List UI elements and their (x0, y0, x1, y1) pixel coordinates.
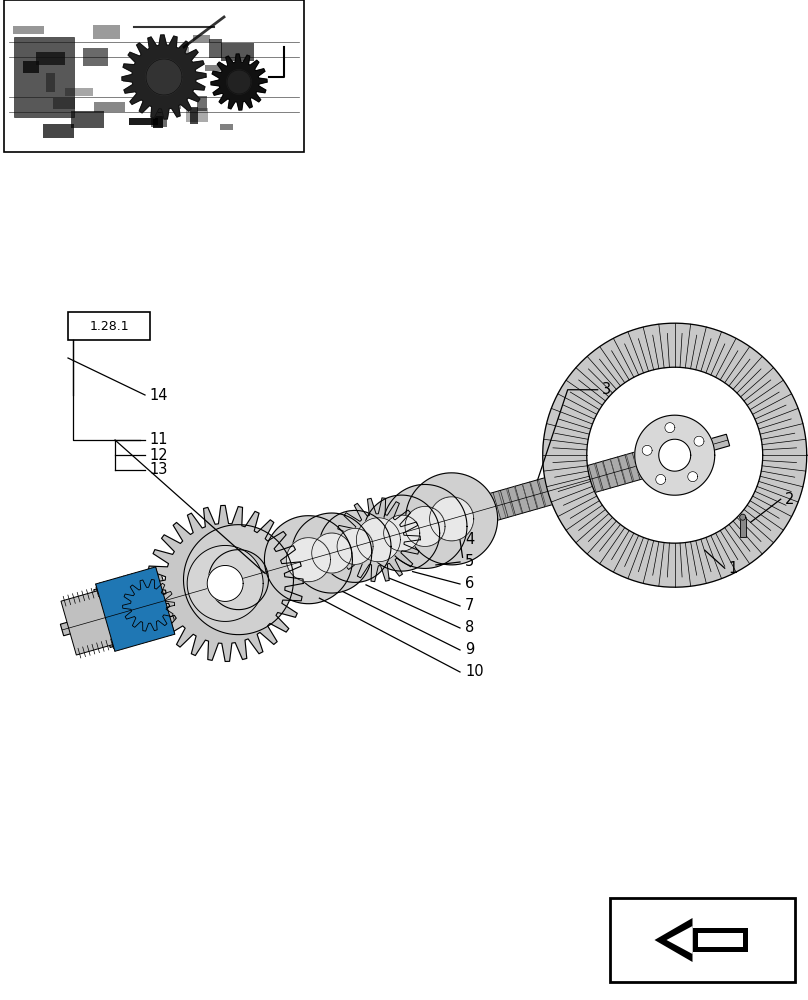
Bar (221, 43, 254, 61)
Polygon shape (667, 926, 692, 954)
Polygon shape (227, 70, 251, 94)
Polygon shape (364, 495, 440, 571)
Text: 4: 4 (465, 532, 474, 548)
Bar (46, 73, 55, 92)
Polygon shape (659, 439, 691, 471)
Polygon shape (642, 445, 652, 455)
Polygon shape (95, 567, 175, 651)
Text: 6: 6 (465, 576, 474, 591)
Text: 10: 10 (465, 664, 484, 680)
Polygon shape (405, 506, 445, 546)
Polygon shape (406, 473, 498, 565)
Text: 13: 13 (149, 462, 167, 478)
Bar (65, 88, 93, 96)
Polygon shape (383, 484, 467, 568)
Polygon shape (264, 516, 352, 604)
Polygon shape (384, 515, 419, 551)
Polygon shape (207, 565, 243, 601)
Bar (128, 118, 158, 125)
Bar (186, 108, 208, 122)
Bar (196, 96, 207, 111)
Polygon shape (635, 415, 715, 495)
Text: 11: 11 (149, 432, 167, 448)
Polygon shape (94, 571, 177, 647)
Polygon shape (665, 423, 675, 433)
Polygon shape (62, 440, 728, 630)
Bar (4, 0, 304, 152)
Polygon shape (654, 918, 692, 962)
Polygon shape (543, 323, 806, 587)
Bar (93, 25, 120, 39)
Polygon shape (286, 538, 330, 582)
Bar (205, 65, 222, 71)
Polygon shape (336, 498, 420, 582)
Text: 2: 2 (785, 492, 794, 507)
Polygon shape (187, 545, 263, 621)
Polygon shape (123, 579, 175, 631)
Text: 9: 9 (465, 643, 474, 658)
Bar (150, 116, 166, 127)
Text: 14: 14 (149, 387, 167, 402)
Text: 1.28.1: 1.28.1 (89, 320, 128, 332)
Polygon shape (292, 513, 372, 593)
Polygon shape (146, 59, 182, 95)
Bar (158, 96, 181, 109)
Polygon shape (61, 590, 116, 655)
Bar (43, 124, 74, 138)
Polygon shape (430, 497, 473, 541)
Polygon shape (337, 528, 373, 564)
Polygon shape (312, 533, 351, 573)
Text: 1: 1 (729, 561, 738, 576)
Bar (179, 47, 189, 57)
Polygon shape (694, 436, 704, 446)
Polygon shape (211, 54, 267, 110)
Polygon shape (356, 518, 400, 562)
Text: 3: 3 (602, 382, 611, 397)
Bar (193, 35, 210, 42)
Bar (123, 77, 142, 82)
Bar (71, 111, 104, 128)
Polygon shape (147, 505, 303, 661)
Bar (190, 107, 198, 124)
Bar (692, 928, 747, 952)
Bar (83, 48, 108, 66)
Bar (53, 98, 75, 109)
Bar (36, 52, 65, 65)
Bar (209, 39, 222, 58)
Bar (697, 933, 743, 947)
Bar (23, 61, 39, 73)
Bar (610, 898, 795, 982)
Text: 8: 8 (465, 620, 474, 636)
Polygon shape (688, 472, 698, 482)
Polygon shape (122, 35, 206, 119)
Text: 5: 5 (465, 554, 474, 570)
Bar (220, 124, 234, 130)
Text: 12: 12 (149, 448, 167, 462)
Bar (14, 37, 74, 117)
Polygon shape (61, 434, 730, 636)
Bar (68, 312, 150, 340)
Polygon shape (471, 446, 665, 526)
Bar (95, 102, 124, 112)
Polygon shape (656, 474, 666, 484)
Polygon shape (319, 510, 391, 582)
Bar (13, 26, 44, 34)
Polygon shape (739, 514, 746, 520)
Bar (153, 109, 162, 128)
Polygon shape (183, 525, 293, 635)
Text: 7: 7 (465, 598, 474, 613)
Bar (739, 517, 746, 537)
